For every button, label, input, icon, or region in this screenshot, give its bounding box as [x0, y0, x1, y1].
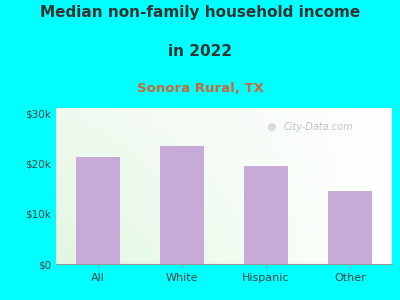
Text: City-Data.com: City-Data.com [283, 122, 353, 132]
Bar [328, 191, 372, 264]
Bar [160, 146, 204, 264]
Text: ●: ● [266, 122, 276, 132]
Bar [244, 166, 288, 264]
Text: in 2022: in 2022 [168, 44, 232, 59]
Bar [76, 157, 120, 264]
Text: Sonora Rural, TX: Sonora Rural, TX [136, 82, 264, 95]
Text: Median non-family household income: Median non-family household income [40, 4, 360, 20]
